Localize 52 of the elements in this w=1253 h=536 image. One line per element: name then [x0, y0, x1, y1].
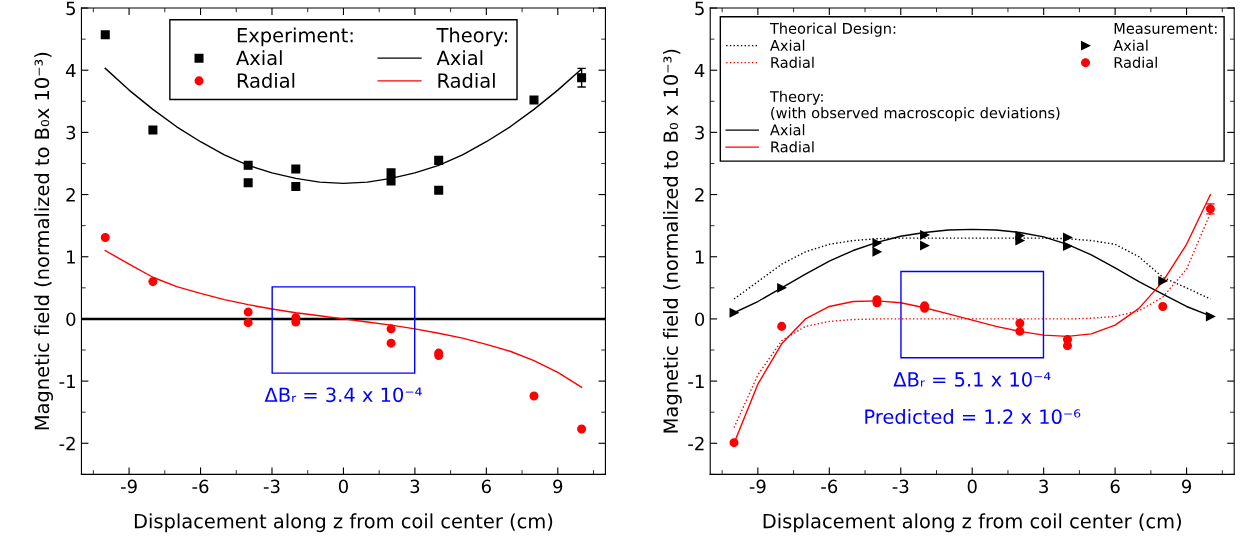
y-tick-label: 4 — [65, 63, 76, 78]
y-tick-label: 1 — [695, 250, 704, 264]
annotation: ΔBᵣ = 3.4 x 10⁻⁴ — [264, 387, 422, 403]
y-tick-label: -2 — [59, 436, 75, 451]
text: Measurement: — [1114, 23, 1217, 34]
y-tick-label: -2 — [688, 436, 704, 451]
x-tick-label: -9 — [749, 479, 766, 494]
legend-label: Axial — [770, 39, 805, 51]
y-tick-label: -1 — [59, 374, 75, 388]
y-tick-label: 3 — [695, 125, 704, 140]
text: Theorical Design: — [769, 22, 896, 37]
annotation: Predicted = 1.2 x 10⁻⁶ — [865, 408, 1081, 425]
y-tick-label: 0 — [66, 312, 76, 327]
x-tick-label: 0 — [967, 479, 977, 494]
x-tick-label: 0 — [338, 479, 348, 494]
y-tick-label: 3 — [66, 125, 76, 140]
y-tick-label: 1 — [67, 250, 75, 264]
y-tick-label: 0 — [695, 312, 705, 327]
legend-label: Axial — [1113, 39, 1148, 51]
legend-label: Radial — [438, 72, 495, 88]
y-tick-label: 5 — [695, 1, 704, 16]
y-tick-label: 2 — [66, 188, 75, 202]
text: Theory: — [436, 27, 507, 47]
text: Experiment: — [237, 27, 353, 47]
y-axis-title: Magnetic field (normalized to B₀ x 10⁻³) — [662, 49, 682, 433]
x-axis-title: Displacement along z from coil center (cm) — [134, 513, 553, 533]
x-tick-label: 6 — [1110, 479, 1120, 494]
legend-label: Radial — [237, 72, 295, 88]
x-tick-label: 3 — [410, 479, 420, 494]
legend-label: Radial — [1114, 56, 1157, 68]
text: Theory: (with observed macroscopic deviations) — [769, 90, 1060, 122]
x-tick-label: 3 — [1039, 479, 1048, 494]
annotation: ΔBᵣ = 5.1 x 10⁻⁴ — [893, 372, 1051, 387]
y-tick-label: 4 — [694, 63, 705, 78]
legend-label: Axial — [236, 50, 282, 66]
legend-label: Radial — [771, 141, 814, 153]
y-axis-title: Magnetic field (normalized to B₀x 10⁻³) — [34, 52, 54, 430]
legend-label: Axial — [770, 124, 805, 136]
y-tick-label: 2 — [695, 188, 704, 202]
x-tick-label: 9 — [553, 479, 563, 494]
x-axis-title: Displacement along z from coil center (cm) — [763, 513, 1181, 533]
x-tick-label: 9 — [1181, 479, 1192, 494]
x-tick-label: 6 — [481, 479, 491, 494]
legend-label: Radial — [771, 56, 814, 68]
x-tick-label: -3 — [892, 479, 909, 494]
y-tick-label: 5 — [66, 1, 76, 16]
x-tick-label: -6 — [821, 479, 838, 494]
x-tick-label: -6 — [192, 479, 209, 494]
x-tick-label: -9 — [120, 479, 137, 494]
x-tick-label: -3 — [263, 479, 280, 494]
legend-label: Axial — [436, 50, 483, 66]
y-tick-label: -1 — [688, 374, 704, 388]
